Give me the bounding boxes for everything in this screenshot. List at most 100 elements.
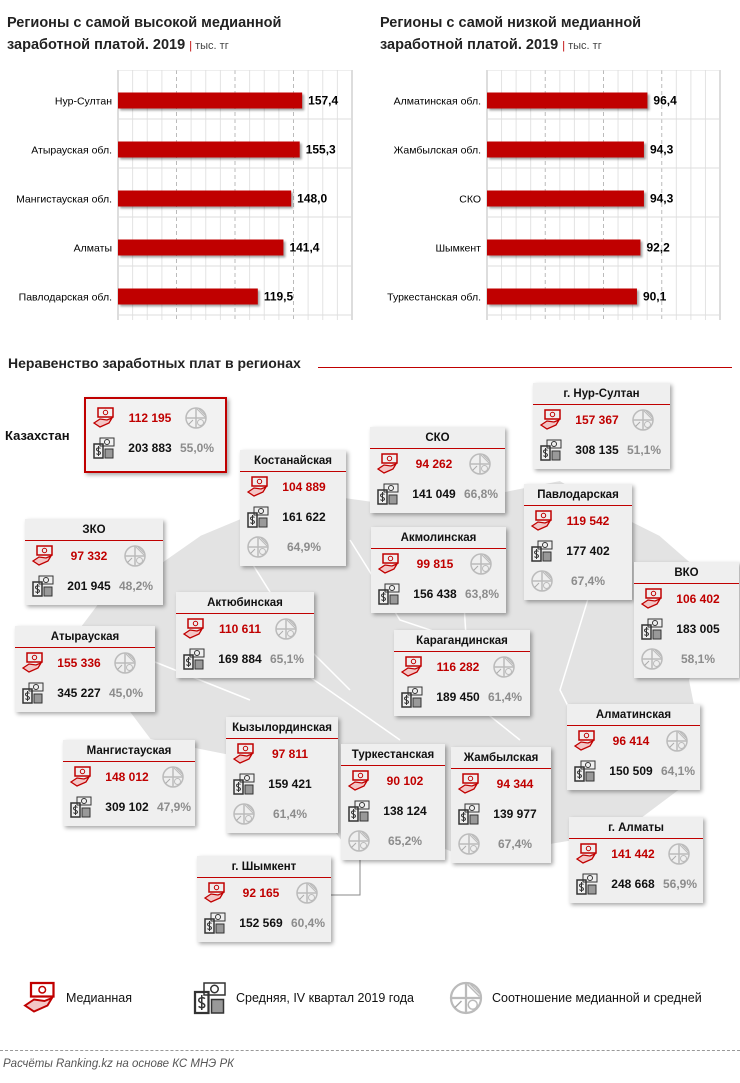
bar (118, 239, 284, 256)
median-money-hand-icon (21, 651, 45, 675)
mean-money-icon (347, 799, 371, 823)
mean-money-icon (69, 795, 93, 819)
median-money-hand-icon (203, 881, 227, 905)
chart-title-low: Регионы с самой низкой медианной заработ… (380, 15, 642, 53)
median-value: 148 012 (105, 770, 149, 784)
legend-mean: Средняя, IV квартал 2019 года (192, 980, 414, 1016)
category-label: Алматинская обл. (394, 96, 481, 108)
bar (118, 141, 300, 158)
ratio-value: 55,0% (180, 441, 215, 455)
region-name: Костанайская (240, 450, 346, 472)
ratio-value: 48,2% (119, 579, 154, 593)
category-label: Атырауская обл. (31, 145, 112, 157)
median-value: 141 442 (611, 847, 655, 861)
mean-money-icon (31, 574, 55, 598)
value-label: 94,3 (650, 143, 674, 157)
ratio-pie-icon (448, 980, 484, 1016)
median-money-hand-icon (22, 980, 58, 1016)
median-value: 104 889 (282, 480, 326, 494)
mean-money-icon (182, 647, 206, 671)
ratio-value: 60,4% (291, 916, 326, 930)
median-money-hand-icon (640, 587, 664, 611)
value-label: 157,4 (308, 94, 338, 108)
ratio-value: 51,1% (627, 443, 662, 457)
median-money-hand-icon (539, 408, 563, 432)
mean-value: 138 124 (383, 804, 427, 818)
mean-value: 183 005 (676, 622, 720, 636)
mean-money-icon (246, 505, 270, 529)
mean-value: 156 438 (413, 587, 457, 601)
median-money-hand-icon (92, 406, 116, 430)
category-label: Шымкент (435, 243, 481, 255)
median-money-hand-icon (182, 617, 206, 641)
value-label: 141,4 (289, 241, 319, 255)
ratio-value: 65,2% (387, 834, 423, 848)
region-card: 112 195 203 883 55,0% (84, 397, 227, 473)
region-name: Алматинская (567, 704, 700, 726)
value-label: 148,0 (297, 192, 327, 206)
mean-money-icon (376, 482, 400, 506)
region-name: Актюбинская (176, 592, 314, 614)
region-card: Атырауская 155 336 345 227 45,0% (15, 626, 155, 712)
median-value: 116 282 (436, 660, 480, 674)
ratio-pie-icon (492, 655, 516, 679)
value-label: 96,4 (653, 94, 677, 108)
median-value: 99 815 (416, 557, 454, 571)
median-money-hand-icon (347, 769, 371, 793)
mean-value: 152 569 (239, 916, 283, 930)
bar (487, 288, 637, 305)
median-value: 90 102 (386, 774, 424, 788)
bar (487, 239, 641, 256)
ratio-value: 45,0% (109, 686, 144, 700)
divider (318, 367, 732, 368)
bar (118, 92, 303, 109)
region-name: Жамбылская (451, 747, 551, 769)
mean-value: 161 622 (282, 510, 326, 524)
ratio-value: 58,1% (680, 652, 716, 666)
country-label: Казахстан (5, 428, 70, 443)
region-name: Мангистауская (63, 740, 195, 762)
value-label: 155,3 (306, 143, 336, 157)
ratio-pie-icon (631, 408, 655, 432)
region-card: Кызылординская 97 811 159 421 61,4% (226, 717, 338, 833)
ratio-value: 63,8% (465, 587, 500, 601)
mean-money-icon (92, 436, 116, 460)
ratio-value: 61,4% (488, 690, 523, 704)
ratio-pie-icon (161, 765, 185, 789)
bar-chart-high: Нур-Султан 157,4 Атырауская обл. 155,3 Манги… (16, 70, 353, 320)
category-label: Нур-Султан (55, 96, 112, 108)
mean-value: 203 883 (128, 441, 172, 455)
region-card: Туркестанская 90 102 138 124 65,2% (341, 744, 445, 860)
mean-money-icon (539, 438, 563, 462)
mean-money-icon (530, 539, 554, 563)
mean-value: 248 668 (611, 877, 655, 891)
median-money-hand-icon (69, 765, 93, 789)
region-name: Кызылординская (226, 717, 338, 739)
mean-money-icon (203, 911, 227, 935)
ratio-pie-icon (295, 881, 319, 905)
legend-median: Медианная (22, 980, 132, 1016)
ratio-value: 56,9% (663, 877, 698, 891)
mean-value: 345 227 (57, 686, 101, 700)
mean-money-icon (377, 582, 401, 606)
value-label: 119,5 (264, 290, 294, 304)
mean-money-icon (575, 872, 599, 896)
region-name: СКО (370, 427, 505, 449)
map-title: Неравенство заработных плат в регионах (8, 355, 301, 371)
mean-value: 309 102 (105, 800, 149, 814)
ratio-value: 64,1% (661, 764, 696, 778)
bar (118, 190, 292, 207)
ratio-pie-icon (274, 617, 298, 641)
median-money-hand-icon (573, 729, 597, 753)
ratio-pie-icon (113, 651, 137, 675)
median-value: 110 611 (218, 622, 262, 636)
median-money-hand-icon (232, 742, 256, 766)
category-label: Алматы (74, 243, 112, 255)
bar (487, 92, 648, 109)
region-card: Актюбинская 110 611 169 884 65,1% (176, 592, 314, 678)
bar-chart-low: Алматинская обл. 96,4 Жамбылская обл. 94,3 С… (387, 70, 721, 320)
median-value: 106 402 (676, 592, 720, 606)
ratio-value: 67,4% (497, 837, 533, 851)
mean-money-icon (457, 802, 481, 826)
mean-value: 177 402 (566, 544, 610, 558)
